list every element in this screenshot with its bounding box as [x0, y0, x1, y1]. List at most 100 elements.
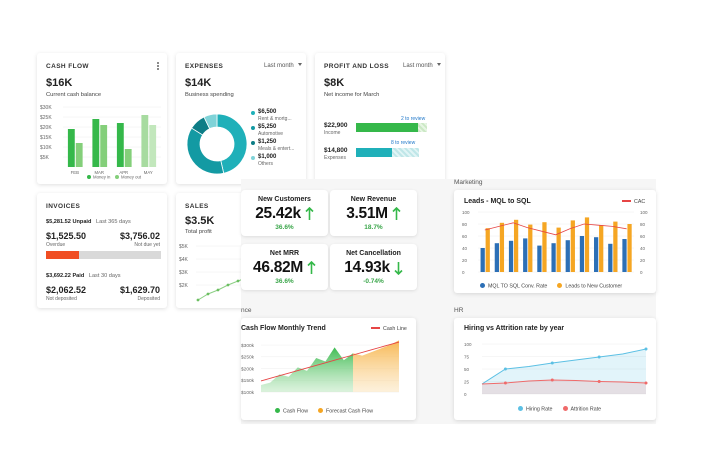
paid-amount: $3,692.22 Paid — [46, 273, 85, 279]
sales-subtitle: Total profit — [185, 229, 212, 235]
paid-summary: $3,692.22 Paid Last 30 days — [46, 273, 121, 279]
y-tick-label: 80 — [462, 222, 468, 227]
cash-line — [260, 341, 400, 382]
y-tick-label: 25 — [464, 379, 470, 384]
expense-label: Automotive — [258, 131, 284, 137]
cac-legend-swatch — [622, 200, 631, 202]
y-tick-label: 50 — [464, 367, 470, 372]
attrition-line — [481, 379, 647, 385]
expenses-bar-fill — [356, 148, 392, 157]
mql-sql-bar — [608, 243, 613, 272]
hr-section-label: HR — [454, 307, 464, 314]
hr-legend: Hiring Rate Attrition Rate — [518, 406, 601, 413]
expense-item: $6,500 Rent & mortg... — [251, 109, 306, 124]
pnl-period-select[interactable]: Last month — [403, 63, 441, 69]
mql-sql-bar — [480, 248, 485, 272]
x-tick-label: APR — [119, 170, 128, 175]
x-tick-label: FEB — [71, 170, 79, 175]
profit-loss-title: PROFIT AND LOSS — [324, 63, 389, 70]
cac-legend: CAC — [622, 199, 645, 205]
pnl-expenses-label: Expenses — [324, 155, 346, 161]
more-vertical-icon[interactable] — [156, 62, 160, 72]
y-tick-label: $200k — [241, 366, 255, 372]
y-tick-label: $15K — [40, 135, 52, 141]
net-income-subtitle: Net income for March — [324, 92, 380, 98]
leads-bar-line-chart: 0 0 20 20 40 40 60 60 80 80 100 100 — [462, 210, 648, 275]
overdue-progress-fill — [46, 251, 80, 259]
sales-line — [197, 277, 246, 301]
x-tick-label: MAR — [94, 170, 104, 175]
money-out-bar — [100, 125, 108, 167]
y-tick-label: $5K — [40, 155, 50, 161]
y2-tick-label: 20 — [640, 258, 646, 263]
pnl-expenses-value: $14,800 — [324, 147, 348, 154]
kpi-new-revenue[interactable]: New Revenue 3.51M 18.7% — [330, 190, 417, 236]
kpi-net-mrr[interactable]: Net MRR 46.82M 36.6% — [241, 244, 328, 290]
kpi-value: 14.93k — [344, 259, 390, 276]
legend-swatch — [115, 175, 119, 179]
deposited-label: Deposited — [137, 296, 160, 302]
not-deposited-value: $2,062.52 — [46, 285, 87, 295]
donut-slice — [216, 113, 248, 174]
y-tick-label: 20 — [462, 258, 468, 263]
marketing-section-label: Marketing — [454, 179, 483, 186]
kpi-new-customers[interactable]: New Customers 25.42k 36.6% — [241, 190, 328, 236]
sales-amount: $3.5K — [185, 215, 215, 227]
cac-legend-label: CAC — [634, 199, 646, 205]
legend-item: Attrition Rate — [562, 406, 601, 413]
expenses-subtitle: Business spending — [185, 92, 234, 98]
y-tick-label: $10K — [40, 145, 52, 151]
mql-sql-bar — [565, 240, 570, 272]
hiring-point — [550, 361, 554, 365]
y2-tick-label: 60 — [640, 234, 646, 239]
expenses-period-select[interactable]: Last month — [264, 63, 302, 69]
invoices-title: INVOICES — [46, 203, 81, 210]
cash-trend-title: Cash Flow Monthly Trend — [241, 325, 326, 332]
sales-point — [236, 279, 240, 283]
sales-point — [206, 292, 210, 296]
paid-period: Last 30 days — [88, 273, 121, 279]
money-in-bar — [141, 115, 149, 167]
donut-slice — [203, 113, 218, 130]
kpi-value: 3.51M — [346, 205, 388, 222]
hiring-line — [481, 348, 647, 385]
expenses-review-link[interactable]: 8 to review — [391, 140, 416, 146]
notdue-value: $3,756.02 — [119, 231, 160, 241]
expense-label: Meals & entert... — [258, 146, 295, 152]
income-bar-fill — [356, 123, 419, 132]
leads-customer-bar — [613, 221, 618, 272]
expenses-amount: $14K — [185, 77, 212, 89]
leads-customer-bar — [556, 227, 561, 272]
y-tick-label: 40 — [462, 246, 468, 251]
overdue-value: $1,525.50 — [46, 231, 87, 241]
legend-swatch — [480, 283, 485, 288]
mql-sql-bar — [551, 243, 556, 272]
hiring-point — [503, 367, 507, 371]
leads-customer-bar — [485, 228, 490, 272]
expenses-donut-chart — [186, 113, 248, 175]
legend-swatch — [562, 406, 568, 411]
cash-trend-legend: Cash Flow Forecast Cash Flow — [275, 408, 373, 415]
y-tick-label: $4K — [179, 257, 189, 263]
chevron-down-icon — [436, 63, 441, 66]
y-tick-label: 0 — [464, 392, 467, 397]
leads-customer-bar — [627, 224, 632, 272]
y-tick-label: $30K — [40, 105, 52, 111]
sales-line-chart: $5K $4K $3K $2K — [179, 244, 246, 302]
overdue-label: Overdue — [46, 242, 66, 248]
legend-label: Leads to New Customer — [565, 283, 623, 290]
deposited-value: $1,629.70 — [119, 285, 160, 295]
kpi-net-cancellation[interactable]: Net Cancellation 14.93k -0.74% — [330, 244, 417, 290]
expense-dot — [251, 155, 255, 160]
expenses-legend: $6,500 Rent & mortg... $5,250 Automotive… — [251, 109, 306, 169]
y-tick-label: 75 — [464, 354, 470, 359]
money-out-bar — [149, 125, 157, 167]
money-in-bar — [67, 129, 75, 167]
mql-sql-bar — [622, 239, 627, 272]
income-review-link[interactable]: 2 to review — [401, 116, 426, 122]
money-out-bar — [124, 149, 132, 167]
y2-tick-label: 0 — [640, 270, 643, 275]
expenses-bar-track — [356, 148, 419, 157]
hiring-point — [597, 355, 601, 359]
unpaid-progress-track — [46, 251, 161, 259]
